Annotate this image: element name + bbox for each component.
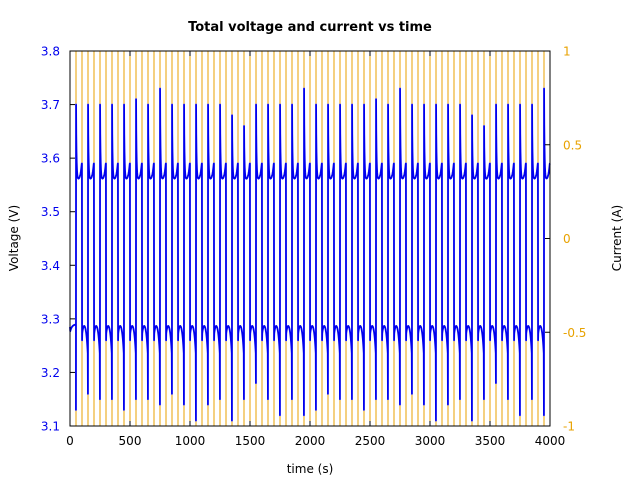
x-tick-label: 2500 [355, 434, 386, 448]
x-axis-label: time (s) [287, 462, 334, 476]
y-tick-label: 3.7 [41, 98, 60, 112]
x-tick-label: 4000 [535, 434, 566, 448]
chart-title: Total voltage and current vs time [188, 20, 432, 35]
x-tick-label: 3000 [415, 434, 446, 448]
y2-tick-label: 1 [563, 45, 571, 59]
y-axis-tick-labels: 3.1 3.2 3.3 3.4 3.5 3.6 3.7 3.8 [41, 45, 60, 434]
x-tick-label: 1500 [235, 434, 266, 448]
y-axis-label: Voltage (V) [7, 205, 21, 271]
x-tick-label: 500 [119, 434, 142, 448]
x-axis-tick-labels: 0 500 1000 1500 2000 2500 3000 3500 4000 [66, 434, 565, 448]
y2-axis-tick-labels: -1 -0.5 0 0.5 1 [563, 45, 586, 434]
y2-tick-label: -1 [563, 420, 575, 434]
x-tick-label: 1000 [175, 434, 206, 448]
x-tick-label: 2000 [295, 434, 326, 448]
y2-tick-label: 0.5 [563, 138, 582, 152]
y-tick-label: 3.4 [41, 259, 60, 273]
x-tick-label: 3500 [475, 434, 506, 448]
y-tick-label: 3.1 [41, 420, 60, 434]
voltage-series-line [69, 87, 551, 422]
y2-tick-label: -0.5 [563, 326, 586, 340]
y-tick-label: 3.6 [41, 152, 60, 166]
y-tick-label: 3.8 [41, 45, 60, 59]
y2-tick-label: 0 [563, 232, 571, 246]
y-tick-label: 3.2 [41, 366, 60, 380]
axis-ticks [69, 50, 551, 427]
y2-axis-label: Current (A) [610, 205, 624, 271]
y-tick-label: 3.5 [41, 205, 60, 219]
y-tick-label: 3.3 [41, 312, 60, 326]
x-tick-label: 0 [66, 434, 74, 448]
